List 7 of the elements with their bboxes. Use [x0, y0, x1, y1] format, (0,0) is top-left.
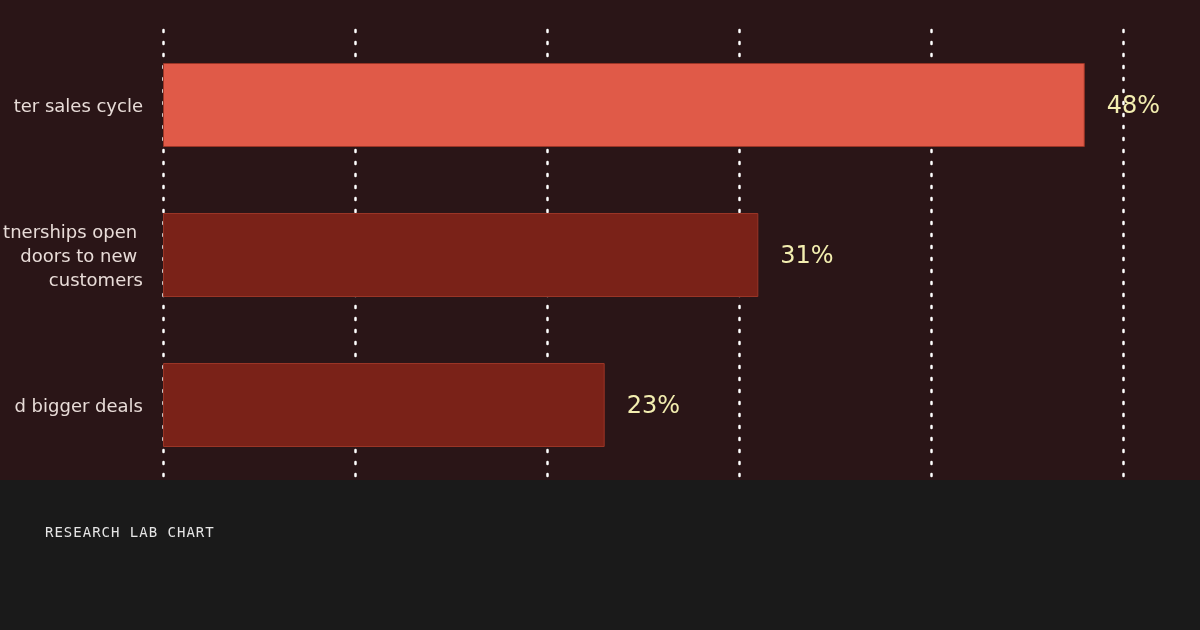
y-tick-label: d bigger deals: [14, 394, 143, 416]
data-label: 48%: [1106, 91, 1161, 119]
y-tick-label: ter sales cycle: [13, 94, 143, 116]
data-label: 31%: [780, 241, 834, 269]
y-tick-label: tnerships open doors to new customers: [3, 220, 143, 290]
data-label: 23%: [626, 391, 681, 419]
text: RESEARCH LAB CHART: [45, 524, 215, 540]
